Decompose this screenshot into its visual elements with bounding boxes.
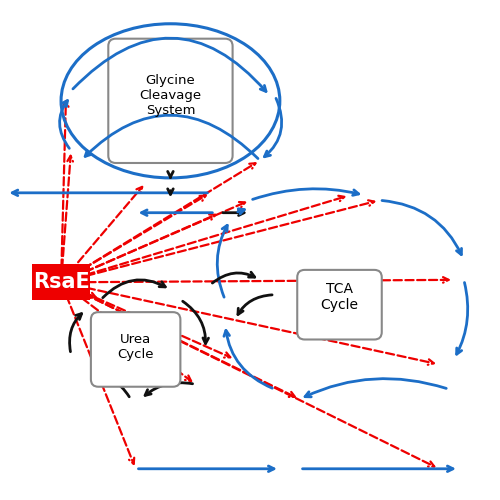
FancyBboxPatch shape [297, 270, 382, 340]
FancyBboxPatch shape [108, 38, 232, 163]
Text: TCA
Cycle: TCA Cycle [320, 282, 358, 312]
FancyBboxPatch shape [32, 264, 90, 300]
Text: Glycine
Cleavage
System: Glycine Cleavage System [140, 74, 202, 118]
FancyBboxPatch shape [91, 312, 180, 386]
Text: RsaE: RsaE [32, 272, 90, 292]
Text: Urea
Cycle: Urea Cycle [118, 333, 154, 361]
